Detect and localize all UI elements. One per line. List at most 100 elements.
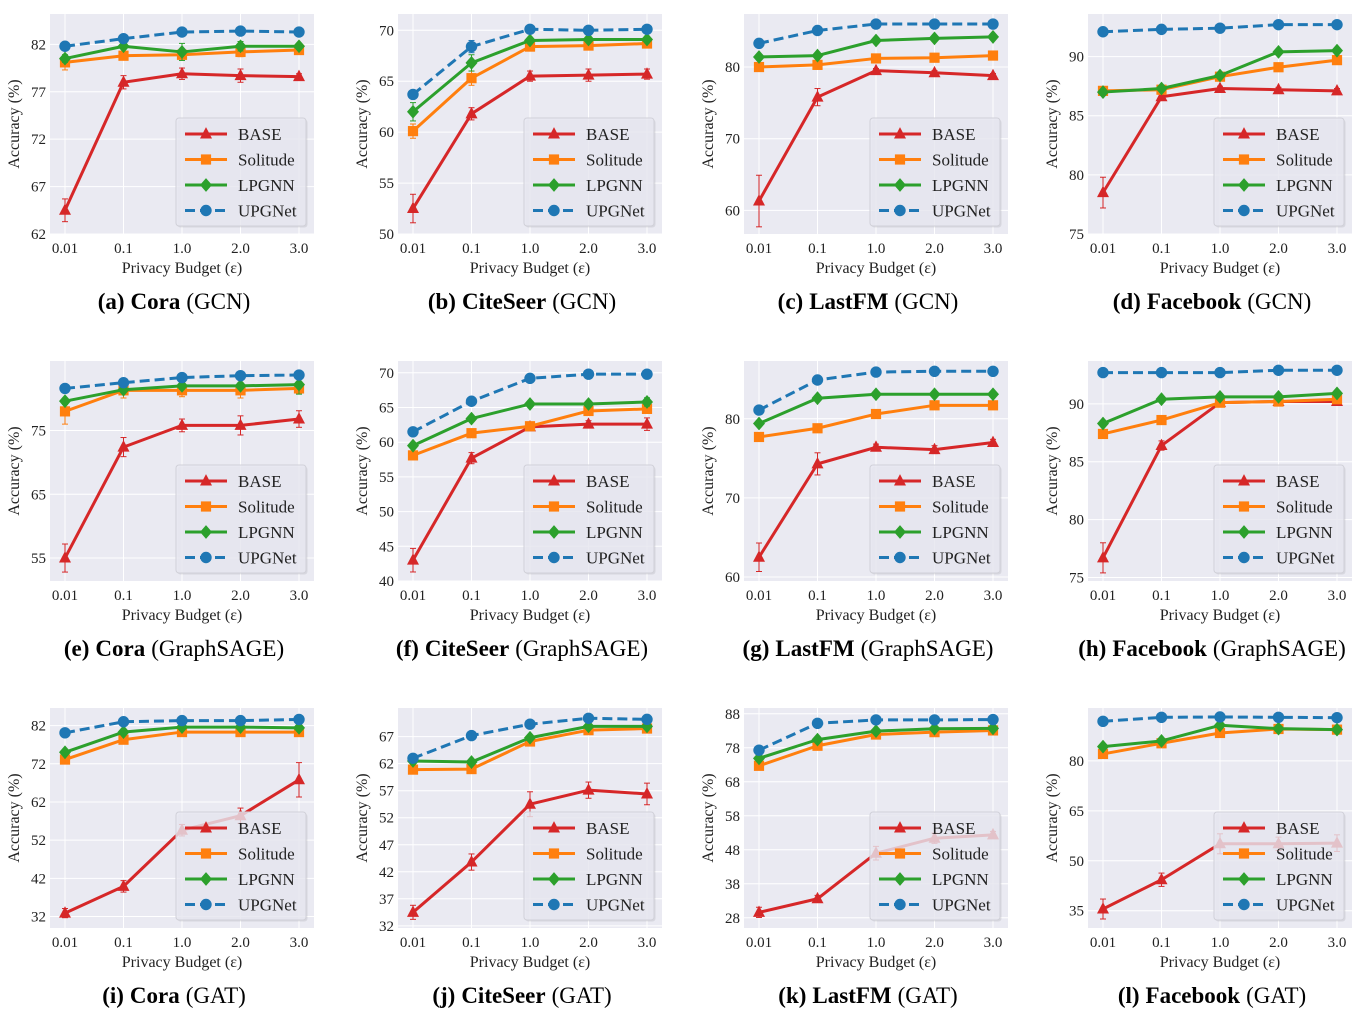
y-tick-label: 32 (31, 910, 46, 926)
diamond-marker (582, 32, 595, 47)
legend-label: Solitude (1276, 845, 1333, 864)
legend-label: LPGNN (586, 176, 643, 195)
diamond-marker (1155, 81, 1168, 96)
circle-marker (293, 369, 305, 381)
circle-marker (1272, 364, 1285, 376)
legend-label: LPGNN (932, 176, 989, 195)
legend-label: UPGNet (1276, 549, 1335, 568)
circle-marker (465, 395, 478, 407)
x-axis-label: Privacy Budget (ε) (470, 260, 590, 277)
caption-label: (k) (778, 983, 806, 1008)
legend-label: UPGNet (932, 549, 991, 568)
x-tick-label: 1.0 (867, 241, 886, 257)
x-tick-label: 0.1 (114, 241, 133, 257)
square-marker (870, 408, 882, 420)
legend-label: BASE (586, 125, 629, 144)
y-axis-label: Accuracy (%) (354, 426, 371, 515)
subplot-a: 0.01 0.1 1.0 2.0 3.0 62 67 72 77 82 Privacy Budget… (6, 14, 314, 314)
series-upgnet (1097, 364, 1343, 379)
square-marker (407, 126, 419, 137)
triangle-marker (1238, 127, 1250, 139)
legend-item-upgnet: UPGNet (879, 549, 991, 568)
x-axis-label: Privacy Budget (ε) (1160, 607, 1280, 624)
triangle-marker (59, 203, 71, 215)
series-upgnet (753, 713, 999, 756)
legend-box (523, 464, 655, 574)
legend-label: BASE (1276, 472, 1319, 491)
triangle-marker (407, 201, 419, 214)
circle-marker (465, 729, 478, 742)
square-marker (548, 848, 560, 859)
x-axis-label: Privacy Budget (ε) (122, 260, 242, 277)
legend-item-upgnet: UPGNet (185, 896, 297, 915)
legend-item-lpgnn: LPGNN (1223, 176, 1333, 195)
x-tick-label: 0.1 (808, 588, 827, 604)
circle-marker (870, 18, 882, 30)
y-tick-label: 42 (31, 871, 46, 887)
subplot-caption: (b) CiteSeer (GCN) (428, 289, 616, 314)
diamond-marker (176, 378, 188, 393)
circle-marker (1331, 711, 1343, 724)
circle-marker (641, 368, 653, 380)
y-axis-label: Accuracy (%) (1044, 79, 1061, 168)
diamond-marker (117, 725, 130, 739)
caption-dataset: Cora (95, 636, 145, 661)
y-tick-label: 78 (725, 741, 740, 757)
diamond-marker (524, 397, 536, 411)
legend-label: LPGNN (238, 870, 295, 889)
caption-dataset: Facebook (1147, 289, 1242, 314)
y-tick-label: 40 (379, 574, 394, 590)
triangle-marker (59, 551, 71, 563)
triangle-marker (465, 855, 478, 867)
square-marker (1214, 727, 1226, 739)
circle-marker (753, 404, 765, 416)
circle-marker (1272, 711, 1285, 724)
series-upgnet (1097, 18, 1343, 38)
y-tick-label: 80 (1069, 754, 1084, 770)
x-tick-label: 0.1 (114, 935, 133, 951)
legend-item-upgnet: UPGNet (533, 202, 645, 221)
subplot-caption: (e) Cora (GraphSAGE) (64, 636, 284, 661)
x-tick-label: 1.0 (867, 935, 886, 951)
caption-label: (e) (64, 636, 90, 661)
x-tick-label: 1.0 (173, 935, 192, 951)
x-tick-label: 3.0 (638, 935, 657, 951)
series-upgnet (407, 23, 653, 101)
triangle-marker (117, 879, 130, 891)
square-marker (59, 406, 71, 417)
diamond-marker (524, 730, 536, 745)
circle-marker (200, 204, 212, 217)
square-marker (894, 154, 906, 165)
triangle-marker (293, 772, 305, 785)
x-tick-label: 0.01 (746, 588, 772, 604)
x-axis-label: Privacy Budget (ε) (1160, 954, 1280, 971)
series-line (64, 373, 300, 390)
x-axis-label: Privacy Budget (ε) (122, 607, 242, 624)
legend-label: BASE (238, 472, 281, 491)
y-tick-label: 62 (379, 757, 394, 773)
x-tick-label: 3.0 (290, 935, 309, 951)
circle-marker (753, 744, 765, 756)
circle-marker (928, 18, 941, 30)
legend: BASE Solitude LPGNN UPGNet (523, 464, 656, 575)
y-axis-label: Accuracy (%) (1044, 773, 1061, 862)
legend-label: Solitude (238, 845, 295, 864)
legend-box (869, 464, 1001, 574)
circle-marker (407, 752, 419, 764)
caption-dataset: Cora (131, 289, 181, 314)
circle-marker (582, 24, 595, 36)
legend: BASE Solitude LPGNN UPGNet (1213, 464, 1346, 575)
x-tick-label: 2.0 (925, 935, 944, 951)
diamond-marker (1097, 85, 1109, 99)
x-tick-label: 2.0 (1269, 588, 1288, 604)
series-lpgnn (753, 30, 999, 64)
triangle-marker (1214, 81, 1226, 94)
square-marker (1156, 414, 1167, 426)
legend-label: UPGNet (586, 896, 645, 915)
circle-marker (524, 718, 536, 730)
legend-label: Solitude (586, 845, 643, 864)
triangle-marker (234, 418, 247, 430)
triangle-marker (117, 75, 130, 87)
triangle-marker (1238, 474, 1250, 486)
